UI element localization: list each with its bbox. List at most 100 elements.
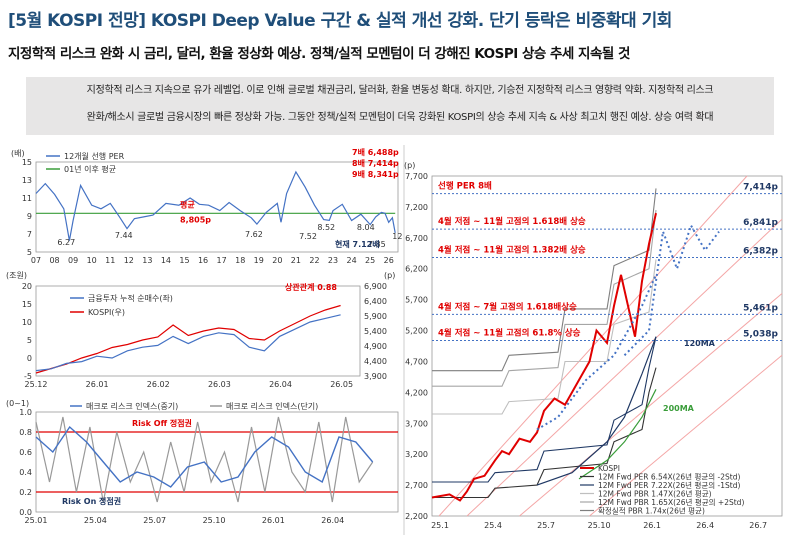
kospi-level-value-1: 7,414p	[743, 183, 778, 193]
flow-y-right-tick-label: 3,900	[364, 372, 387, 381]
kospi-x-tick-label: 26.7	[749, 521, 767, 530]
kospi-level-label-1: 선행 PER 8배	[438, 181, 492, 192]
kospi-y-tick-label: 4,700	[405, 357, 428, 366]
kospi-y-tick-label: 2,200	[405, 512, 428, 521]
per-plot-frame	[35, 161, 399, 253]
kospi-y-tick-label: 3,700	[405, 419, 428, 428]
summary-line-2: 완화/해소시 글로벌 금융시장의 빠른 정상화 가능. 그동안 정책/실적 모멘…	[86, 112, 714, 123]
kospi-y-tick-label: 7,200	[405, 203, 428, 212]
risk-y-tick-label: 0.8	[19, 428, 32, 437]
kospi-y-tick-label: 6,700	[405, 234, 428, 243]
flow-x-tick-label: 25.12	[25, 380, 48, 389]
risk-x-tick-label: 25.04	[84, 516, 107, 525]
flow-y-right-tick-label: 6,400	[364, 297, 387, 306]
flow-kospi-line	[35, 304, 341, 374]
kospi-legend-label-1: KOSPI	[598, 464, 620, 473]
kospi-legend-label-3: 12M Fwd PER 7.22X(26년 평균의 -1Std)	[598, 480, 740, 490]
per-y-tick-label: 13	[22, 176, 32, 185]
per-x-tick-label: 10	[87, 256, 97, 265]
page-title: [5월 KOSPI 전망] KOSPI Deep Value 구간 & 실적 개…	[8, 11, 672, 31]
per-y-tick-label: 5	[27, 248, 32, 257]
flow-y-left-tick-label: 20	[22, 282, 32, 291]
per-anno-low-4: 7.52	[299, 232, 317, 241]
kospi-channel-line-3	[519, 293, 783, 517]
per-x-tick-label: 20	[272, 256, 282, 265]
kospi-legend-label-6: 확정실적 PBR 1.74x(26년 평균)	[598, 506, 705, 516]
flow-y-left-tick-label: 10	[22, 318, 32, 327]
per-y-tick-label: 9	[27, 212, 32, 221]
kospi-120ma-line	[536, 336, 657, 486]
kospi-level-value-5: 5,038p	[743, 330, 778, 340]
per-unit-label: (배)	[11, 149, 25, 158]
risk-x-tick-label: 25.07	[143, 516, 166, 525]
risk-short-term-line	[35, 416, 374, 503]
flow-y-right-tick-label: 4,900	[364, 342, 387, 351]
kospi-y-tick-label: 7,700	[405, 172, 428, 181]
flow-legend-label-1: 금융투자 누적 순매수(좌)	[88, 293, 173, 303]
kospi-x-tick-label: 25.10	[588, 521, 611, 530]
kospi-legend-label-2: 12M Fwd PER 6.54X(26년 평균의 -2Std)	[598, 472, 740, 482]
per-anno-8x: 8배 7,414p	[352, 158, 399, 168]
kospi-x-tick-label: 25.4	[484, 521, 502, 530]
kospi-level-value-3: 6,382p	[743, 246, 778, 256]
kospi-y-tick-label: 5,700	[405, 296, 428, 305]
flow-y-right-tick-label: 4,400	[364, 357, 387, 366]
kospi-channel-line-2	[466, 218, 783, 517]
per-legend-label-2: 01년 이후 평균	[64, 164, 116, 174]
risk-y-tick-label: 0.6	[19, 448, 32, 457]
per-x-tick-label: 25	[365, 256, 375, 265]
summary-box: 지정학적 리스크 지속으로 유가 레벨업. 이로 인해 글로벌 채권금리, 달러…	[26, 77, 774, 135]
risk-y-tick-label: 0.2	[19, 488, 32, 497]
per-legend-label-1: 12개월 선행 PER	[64, 151, 125, 161]
per-x-tick-label: 26	[384, 256, 394, 265]
kospi-level-value-2: 6,841p	[743, 218, 778, 228]
per-x-tick-label: 15	[179, 256, 189, 265]
per-anno-current: 현재 7.12배	[335, 239, 380, 249]
kospi-y-tick-label: 6,200	[405, 265, 428, 274]
per-x-tick-label: 07	[31, 256, 41, 265]
flow-x-tick-label: 26.03	[208, 380, 231, 389]
per-x-tick-label: 22	[309, 256, 319, 265]
per-x-tick-label: 14	[161, 256, 171, 265]
per-x-tick-label: 18	[235, 256, 245, 265]
per-anno-low-2: 7.44	[115, 231, 133, 240]
per-x-tick-label: 16	[198, 256, 208, 265]
flow-y-left-tick-label: 0	[27, 354, 32, 363]
per-anno-low-5: 8.52	[317, 223, 335, 232]
kospi-band-line-2	[432, 336, 657, 483]
per-x-tick-label: 13	[142, 256, 152, 265]
risk-y-tick-label: 0.4	[19, 468, 32, 477]
kospi-200ma-line	[578, 389, 657, 480]
kospi-y-tick-label: 4,200	[405, 388, 428, 397]
risk-y-tick-label: 1.0	[19, 408, 32, 417]
kospi-x-tick-label: 25.1	[431, 521, 449, 530]
per-anno-low-1: 6.27	[57, 238, 75, 247]
risk-x-tick-label: 25.10	[203, 516, 226, 525]
per-x-tick-label: 17	[217, 256, 227, 265]
flow-left-unit: (조원)	[6, 271, 27, 280]
per-anno-low-3: 7.62	[245, 230, 263, 239]
flow-netbuy-line	[35, 314, 341, 372]
flow-x-tick-label: 26.04	[269, 380, 292, 389]
kospi-plot-frame	[431, 175, 783, 517]
risk-y-tick-label: 0.0	[19, 508, 32, 517]
per-anno-average: 평균	[180, 199, 195, 209]
per-y-tick-label: 11	[22, 194, 32, 203]
risk-unit-label: (0~1)	[6, 399, 29, 408]
kospi-band-line-5	[432, 188, 657, 372]
risk-on-label: Risk On 정점권	[62, 496, 121, 506]
per-anno-low-6: 8.04	[357, 223, 375, 232]
flow-correlation-label: 상관관계 0.88	[285, 282, 337, 292]
per-x-tick-label: 23	[328, 256, 338, 265]
kospi-x-tick-label: 25.7	[537, 521, 555, 530]
per-anno-12: 12	[392, 232, 402, 241]
flow-y-right-tick-label: 6,900	[364, 282, 387, 291]
kospi-price-line	[431, 212, 657, 502]
risk-x-tick-label: 25.01	[25, 516, 48, 525]
risk-plot-frame	[35, 411, 399, 513]
flow-y-right-tick-label: 5,400	[364, 327, 387, 336]
risk-legend-label-1: 매크로 리스크 인덱스(중기)	[86, 401, 178, 411]
kospi-projection-line	[623, 223, 720, 357]
kospi-legend-label-5: 12M Fwd PBR 1.65X(26년 평균의 +2Std)	[598, 497, 744, 507]
kospi-level-label-3: 4월 저점 ~ 11월 고점의 1.382배 상승	[438, 244, 586, 255]
